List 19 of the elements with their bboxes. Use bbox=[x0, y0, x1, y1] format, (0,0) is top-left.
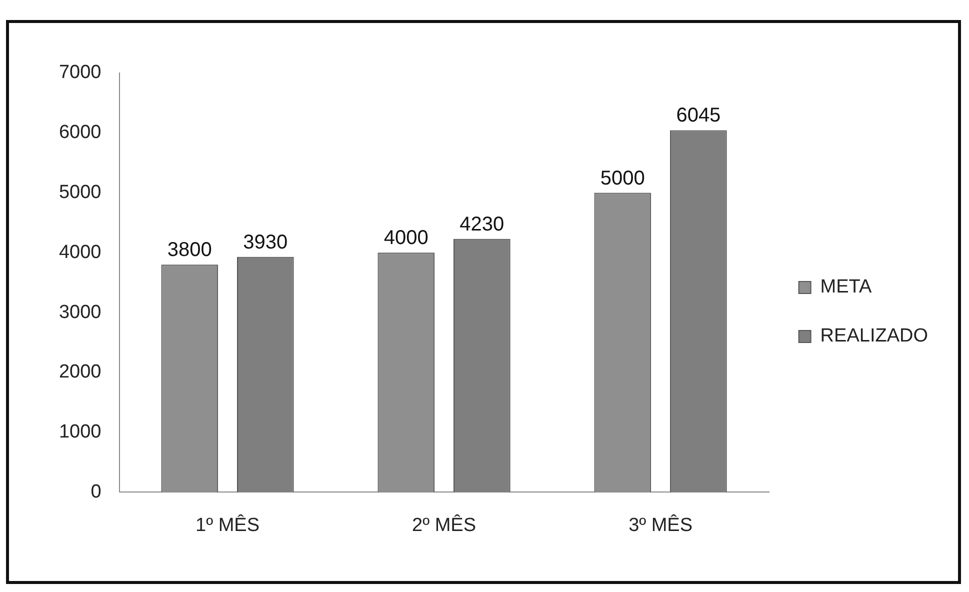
data-label: 5000 bbox=[600, 167, 645, 190]
y-tick-label: 4000 bbox=[58, 242, 102, 263]
data-label: 3800 bbox=[167, 239, 212, 262]
y-tick-label: 3000 bbox=[58, 302, 102, 323]
x-tick-label: 3º MÊS bbox=[628, 514, 693, 536]
y-tick-label: 0 bbox=[90, 481, 102, 502]
data-label: 4000 bbox=[384, 227, 428, 250]
legend-label: REALIZADO bbox=[820, 326, 928, 347]
data-label: 6045 bbox=[676, 104, 721, 127]
x-tick-label: 2º MÊS bbox=[412, 514, 476, 536]
legend-label: META bbox=[820, 276, 872, 298]
y-tick-label: 1000 bbox=[58, 422, 102, 443]
y-tick-label: 7000 bbox=[58, 62, 102, 84]
data-label: 4230 bbox=[460, 213, 504, 236]
x-tick-label: 1º MÊS bbox=[196, 514, 260, 536]
data-label: 3930 bbox=[243, 231, 288, 254]
y-tick-label: 6000 bbox=[58, 122, 102, 144]
y-tick-label: 2000 bbox=[58, 362, 102, 383]
y-tick-label: 5000 bbox=[58, 182, 102, 204]
